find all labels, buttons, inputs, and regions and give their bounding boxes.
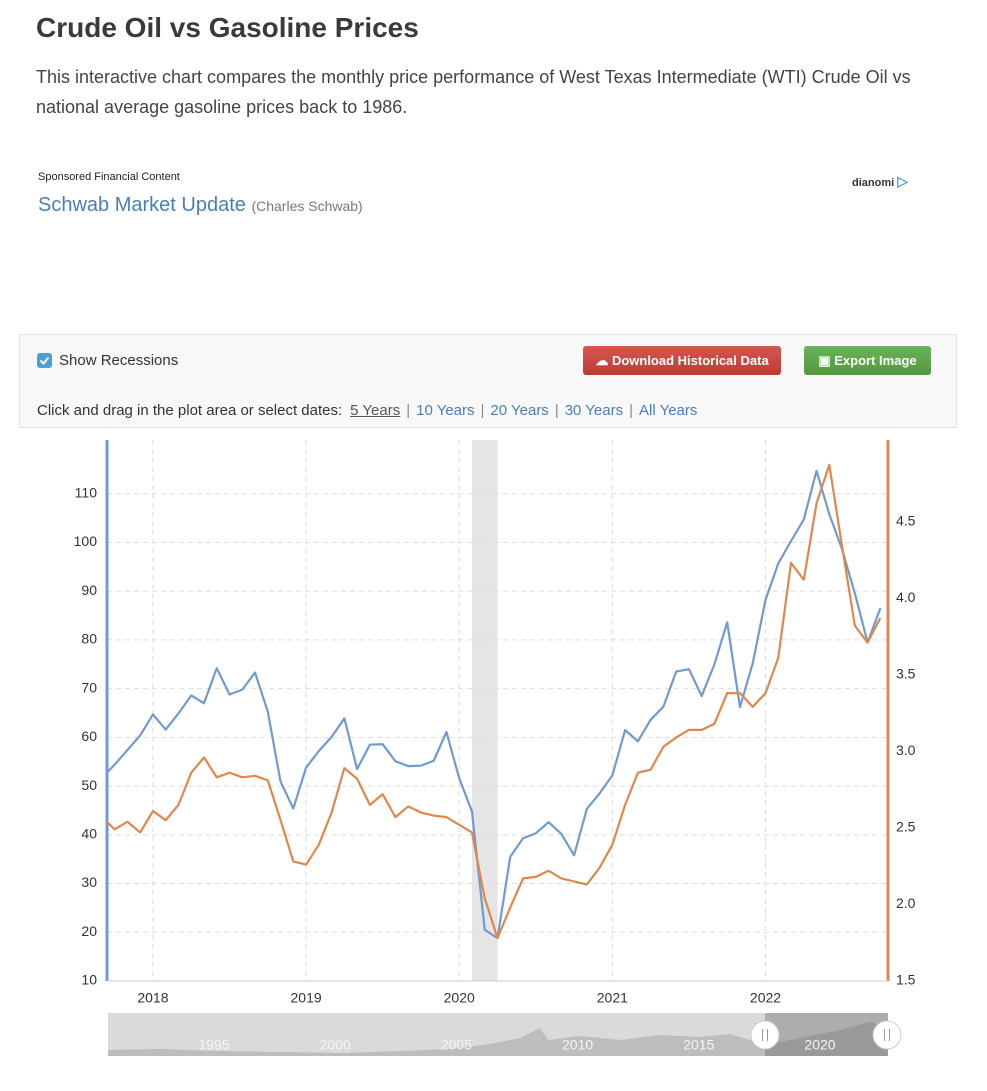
range-link[interactable]: 20 Years (490, 402, 549, 419)
x-tick-label: 2021 (597, 990, 628, 1006)
y-tick-label: 90 (81, 582, 97, 598)
navigator-selection[interactable] (765, 1013, 888, 1056)
y-tick-label: 60 (81, 728, 97, 744)
y-tick-label: 80 (81, 631, 97, 647)
download-button[interactable]: ☁ Download Historical Data (583, 346, 781, 375)
x-tick-label: 2019 (291, 990, 322, 1006)
range-link[interactable]: 10 Years (416, 402, 475, 419)
navigator-silhouette (108, 1022, 888, 1056)
range-link[interactable]: 5 Years (350, 402, 401, 419)
link-source: (Charles Schwab) (251, 198, 363, 214)
y-tick-label: 50 (81, 777, 97, 793)
navigator[interactable]: 1995 2000 2005 2010 2015 2020 (108, 1013, 902, 1056)
separator: | (629, 402, 634, 419)
navigator-label: 2000 (320, 1037, 351, 1053)
link-text[interactable]: Schwab Market Update (38, 194, 246, 216)
y-tick-label: 40 (81, 826, 97, 842)
data-line (107, 463, 882, 940)
y2-tick-label: 3.0 (896, 742, 916, 758)
recession-band (471, 440, 498, 981)
x-tick-label: 2018 (137, 990, 168, 1006)
separator: | (554, 402, 559, 419)
control-panel (19, 334, 957, 428)
x-tick-label: 2022 (750, 990, 781, 1006)
sponsored-label: Sponsored Financial Content (38, 171, 180, 183)
data-line (107, 469, 882, 940)
range-link[interactable]: 30 Years (564, 402, 624, 419)
navigator-handle[interactable] (872, 1020, 902, 1050)
navigator-label: 2010 (562, 1037, 593, 1053)
navigator-label: 2015 (683, 1037, 714, 1053)
sponsored-link[interactable]: Schwab Market Update (Charles Schwab) (38, 194, 363, 217)
hint-text: Click and drag in the plot area or selec… (37, 402, 343, 419)
navigator-label: 2020 (804, 1037, 835, 1053)
separator: | (480, 402, 485, 419)
description: This interactive chart compares the mont… (36, 67, 911, 117)
y-tick-label: 20 (81, 923, 97, 939)
y-tick-label: 10 (81, 972, 97, 988)
navigator-label: 1995 (198, 1037, 229, 1053)
button-text: Export Image (834, 353, 917, 368)
checkbox-label[interactable]: Show Recessions (59, 352, 179, 369)
y2-tick-label: 2.0 (896, 895, 916, 911)
navigator-label: 2005 (441, 1037, 472, 1053)
y2-tick-label: 4.0 (896, 589, 916, 605)
brand-icon: ▷ (897, 173, 909, 189)
brand-text: dianomi (852, 177, 895, 189)
y2-tick-label: 2.5 (896, 819, 916, 835)
brand-logo[interactable]: dianomi ▷ (852, 173, 908, 190)
separator: | (406, 402, 411, 419)
y-tick-label: 110 (75, 484, 98, 500)
range-link[interactable]: All Years (639, 402, 698, 419)
check-icon (39, 356, 50, 365)
page-title: Crude Oil vs Gasoline Prices (36, 12, 419, 43)
button-text: Download Historical Data (611, 353, 769, 368)
y2-tick-label: 3.5 (896, 665, 916, 681)
y2-tick-label: 1.5 (896, 972, 916, 988)
navigator-handle[interactable] (750, 1020, 780, 1050)
y2-tick-label: 4.5 (896, 512, 916, 528)
y-tick-label: 70 (81, 679, 97, 695)
y-tick-label: 30 (81, 874, 97, 890)
x-tick-label: 2020 (444, 990, 475, 1006)
export-button[interactable]: ▣ Export Image (804, 346, 931, 375)
recession-checkbox[interactable] (37, 353, 52, 368)
range-selector: Click and drag in the plot area or selec… (37, 402, 697, 419)
y-tick-label: 100 (74, 533, 98, 549)
